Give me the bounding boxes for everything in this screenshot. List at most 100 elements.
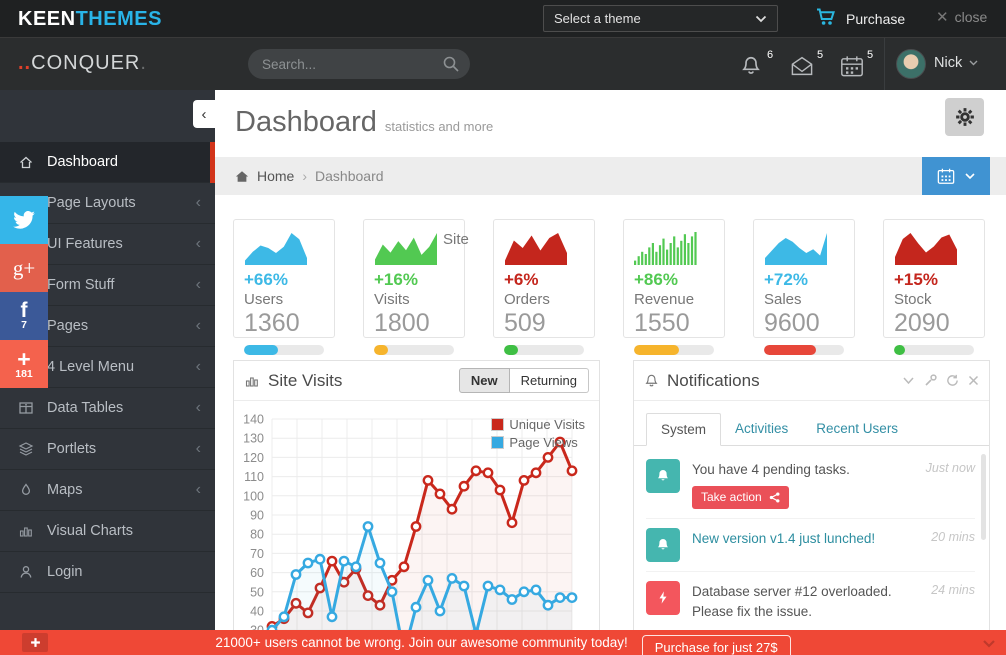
settings-button[interactable] bbox=[945, 98, 984, 136]
theme-select[interactable]: Select a theme bbox=[543, 5, 778, 32]
notifications-tabs: System Activities Recent Users bbox=[634, 401, 989, 446]
search-input[interactable] bbox=[248, 49, 470, 79]
revenue-sparkline bbox=[634, 229, 698, 265]
svg-text:130: 130 bbox=[243, 432, 264, 446]
conquer-logo[interactable]: ..CONQUER. bbox=[18, 52, 147, 75]
sidebar-item-label: Form Stuff bbox=[47, 277, 115, 293]
progress-bar bbox=[374, 345, 454, 355]
chevron-icon: ‹ bbox=[195, 194, 201, 211]
config-wrench-icon[interactable] bbox=[924, 374, 937, 387]
unique-visits-swatch bbox=[491, 418, 505, 431]
user-icon bbox=[20, 566, 32, 578]
bell-badge: 6 bbox=[766, 49, 774, 61]
stat-label: Visits bbox=[374, 291, 410, 308]
take-action-button[interactable]: Take action bbox=[692, 485, 789, 509]
notification-text: You have 4 pending tasks. Take action bbox=[692, 460, 911, 509]
collapse-icon[interactable] bbox=[902, 376, 915, 385]
calendar-icon bbox=[937, 168, 955, 184]
date-range-button[interactable] bbox=[922, 157, 990, 195]
breadcrumb-home[interactable]: Home bbox=[257, 168, 295, 184]
purchase-link[interactable]: Purchase bbox=[816, 7, 905, 30]
calendar-icon bbox=[840, 56, 864, 82]
tab-system[interactable]: System bbox=[646, 413, 722, 446]
portlets-row: Site Visits New Returning 140 130 120 110 10… bbox=[215, 338, 1006, 655]
googleplus-share-button[interactable]: g+ bbox=[0, 244, 48, 292]
sidebar-item-data-tables[interactable]: Data Tables ‹ bbox=[0, 388, 215, 429]
chevron-down-icon bbox=[755, 11, 767, 26]
legend-label: Page Views bbox=[509, 435, 578, 450]
new-visitors-button[interactable]: New bbox=[458, 368, 510, 393]
plus-icon bbox=[30, 638, 40, 647]
stat-card-stock[interactable]: +15% Stock 2090 bbox=[883, 219, 985, 355]
stat-card-revenue[interactable]: +86% Revenue 1550 bbox=[623, 219, 725, 355]
progress-bar bbox=[504, 345, 584, 355]
sidebar-item-label: Portlets bbox=[47, 441, 97, 457]
search-icon[interactable] bbox=[442, 55, 460, 78]
user-menu[interactable]: Nick bbox=[934, 55, 978, 71]
svg-text:140: 140 bbox=[243, 413, 264, 427]
stat-card-site-visits[interactable]: Site +16% Visits 1800 bbox=[363, 219, 469, 355]
tab-activities[interactable]: Activities bbox=[735, 421, 789, 436]
twitter-share-button[interactable] bbox=[0, 196, 48, 244]
banner-purchase-button[interactable]: Purchase for just 27$ bbox=[641, 635, 791, 655]
addthis-share-button[interactable]: + 181 bbox=[0, 340, 48, 388]
stat-label: Sales bbox=[764, 291, 802, 308]
svg-text:50: 50 bbox=[250, 585, 264, 599]
returning-visitors-button[interactable]: Returning bbox=[509, 368, 589, 393]
site-visits-chart: 14013012011010090807060504030 Unique Vis… bbox=[234, 401, 599, 655]
sidebar-collapse-button[interactable]: ‹ bbox=[193, 100, 215, 128]
stat-card-users[interactable]: +66% Users 1360 bbox=[233, 219, 335, 355]
page-header: Dashboard statistics and more bbox=[215, 90, 1006, 157]
search-box bbox=[248, 49, 470, 79]
stat-card-sales[interactable]: +72% Sales 9600 bbox=[753, 219, 855, 355]
notification-item[interactable]: Database server #12 overloaded. Please f… bbox=[646, 572, 975, 632]
close-icon[interactable] bbox=[968, 375, 979, 386]
notifications-list: You have 4 pending tasks. Take action Ju… bbox=[634, 446, 989, 655]
svg-text:70: 70 bbox=[250, 547, 264, 561]
avatar[interactable] bbox=[896, 49, 926, 79]
stat-percent: +16% bbox=[374, 270, 418, 289]
notification-item[interactable]: New version v1.4 just lunched! 20 mins bbox=[646, 519, 975, 572]
keenthemes-logo[interactable]: KEENTHEMES bbox=[18, 8, 162, 31]
notification-item[interactable]: You have 4 pending tasks. Take action Ju… bbox=[646, 450, 975, 519]
lightning-icon bbox=[646, 580, 680, 615]
gplus-icon: g+ bbox=[12, 255, 36, 280]
stat-label: Stock bbox=[894, 291, 932, 308]
stat-label: Orders bbox=[504, 291, 550, 308]
svg-text:100: 100 bbox=[243, 489, 264, 503]
banner-plus-button[interactable] bbox=[22, 633, 48, 652]
user-name: Nick bbox=[934, 55, 963, 71]
home-icon bbox=[20, 156, 32, 169]
stat-label: Users bbox=[244, 291, 284, 308]
chevron-icon: ‹ bbox=[195, 399, 201, 416]
stat-percent: +6% bbox=[504, 270, 539, 289]
tab-recent-users[interactable]: Recent Users bbox=[816, 421, 899, 436]
sidebar-item-maps[interactable]: Maps ‹ bbox=[0, 470, 215, 511]
breadcrumb: Home › Dashboard bbox=[215, 157, 1006, 195]
close-banner-button[interactable]: ✕ close bbox=[936, 8, 987, 26]
scrollbar-thumb[interactable] bbox=[981, 454, 986, 540]
sidebar-item-portlets[interactable]: Portlets ‹ bbox=[0, 429, 215, 470]
chart-legend: Unique Visits Page Views bbox=[491, 417, 585, 453]
stat-card-orders[interactable]: +6% Orders 509 bbox=[493, 219, 595, 355]
sidebar-item-login[interactable]: Login bbox=[0, 552, 215, 593]
users-sparkline bbox=[244, 229, 308, 265]
notifications-bell-button[interactable]: 6 bbox=[740, 49, 774, 80]
notifications-header: Notifications bbox=[634, 361, 989, 401]
sidebar-item-dashboard[interactable]: Dashboard bbox=[0, 142, 215, 183]
notifications-portlet: Notifications System Activities Recent U… bbox=[633, 360, 990, 655]
progress-bar bbox=[764, 345, 844, 355]
inbox-button[interactable]: 5 bbox=[790, 49, 824, 80]
refresh-icon[interactable] bbox=[946, 374, 959, 387]
sidebar-item-visual-charts[interactable]: Visual Charts bbox=[0, 511, 215, 552]
svg-text:60: 60 bbox=[250, 566, 264, 580]
facebook-share-button[interactable]: f 7 bbox=[0, 292, 48, 340]
calendar-button[interactable]: 5 bbox=[840, 49, 874, 82]
main-content: Dashboard statistics and more Home › Dash… bbox=[215, 90, 1006, 655]
stat-value: 509 bbox=[504, 309, 546, 337]
chevron-icon: ‹ bbox=[195, 440, 201, 457]
breadcrumb-current: Dashboard bbox=[315, 168, 384, 184]
svg-text:120: 120 bbox=[243, 451, 264, 465]
banner-chevron-icon[interactable] bbox=[982, 636, 996, 654]
notification-link[interactable]: New version v1.4 just lunched! bbox=[692, 530, 876, 546]
